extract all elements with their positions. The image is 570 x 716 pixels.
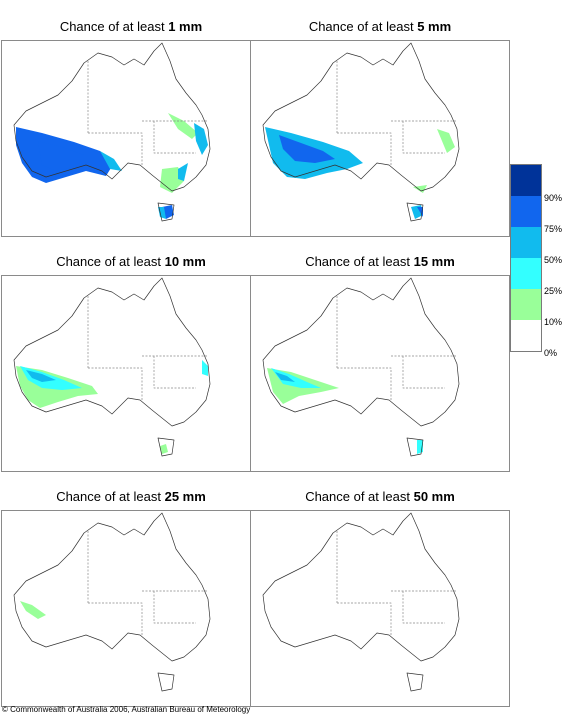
- australia-map-25mm: [13, 512, 211, 692]
- title-amount: 15 mm: [413, 254, 455, 269]
- legend-label-90: 90%: [544, 193, 563, 203]
- title-prefix: Chance of at least: [305, 489, 414, 504]
- panel-title: Chance of at least 1 mm: [1, 18, 261, 36]
- legend-swatch-0: [511, 320, 541, 351]
- panel-title: Chance of at least 50 mm: [250, 488, 510, 506]
- legend-color-bar: [510, 164, 542, 352]
- legend-label-50: 50%: [544, 255, 563, 265]
- panel-title: Chance of at least 15 mm: [250, 253, 510, 271]
- map-15mm: [250, 275, 510, 472]
- title-amount: 5 mm: [417, 19, 452, 34]
- australia-map-15mm: [262, 277, 460, 457]
- legend-swatch-75: [511, 196, 541, 227]
- map-10mm: [1, 275, 261, 472]
- copyright-notice: © Commonwealth of Australia 2006, Austra…: [2, 705, 251, 714]
- legend-swatch-90: [511, 165, 541, 196]
- australia-map-1mm: [13, 42, 211, 222]
- title-prefix: Chance of at least: [308, 19, 418, 34]
- australia-map-10mm: [13, 277, 211, 457]
- panel-title: Chance of at least 5 mm: [250, 18, 510, 36]
- map-5mm: [250, 40, 510, 237]
- australia-map-50mm: [262, 512, 460, 692]
- legend-swatch-50: [511, 227, 541, 258]
- title-prefix: Chance of at least: [305, 254, 414, 269]
- title-prefix: Chance of at least: [56, 254, 165, 269]
- title-amount: 25 mm: [164, 489, 206, 504]
- title-amount: 50 mm: [413, 489, 455, 504]
- title-prefix: Chance of at least: [56, 489, 165, 504]
- legend: 90% 75% 50% 25% 10% 0%: [510, 164, 570, 360]
- panel-title: Chance of at least 25 mm: [1, 488, 261, 506]
- legend-label-10: 10%: [544, 317, 563, 327]
- title-amount: 1 mm: [168, 19, 203, 34]
- legend-label-25: 25%: [544, 286, 563, 296]
- legend-label-75: 75%: [544, 224, 563, 234]
- title-amount: 10 mm: [164, 254, 206, 269]
- legend-swatch-25: [511, 258, 541, 289]
- map-50mm: [250, 510, 510, 707]
- australia-map-5mm: [262, 42, 460, 222]
- panel-title: Chance of at least 10 mm: [1, 253, 261, 271]
- map-25mm: [1, 510, 261, 707]
- legend-swatch-10: [511, 289, 541, 320]
- map-1mm: [1, 40, 261, 237]
- legend-label-0: 0%: [544, 348, 558, 358]
- title-prefix: Chance of at least: [59, 19, 169, 34]
